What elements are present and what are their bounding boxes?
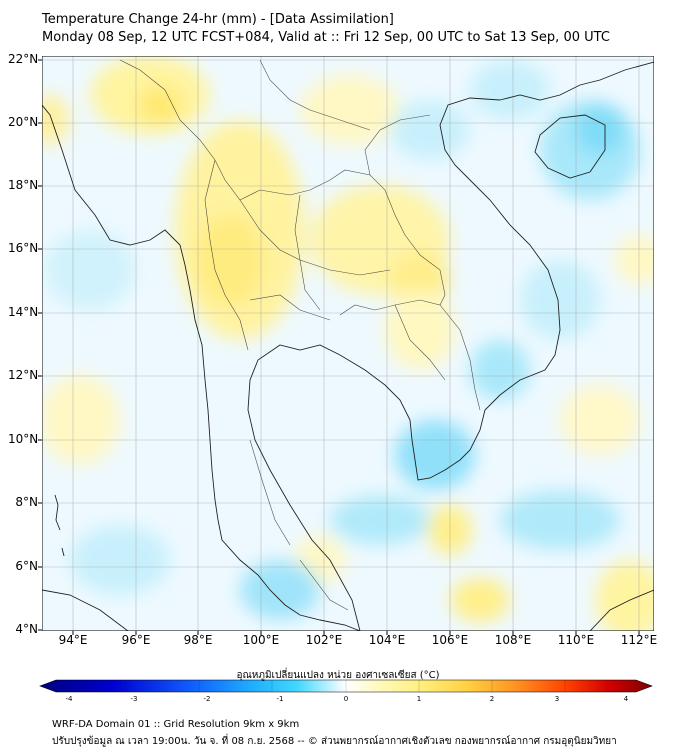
- colorbar-tick: 3: [554, 695, 560, 703]
- lat-label-4: 4°N: [15, 622, 38, 636]
- map-subtitle: Monday 08 Sep, 12 UTC FCST+084, Valid at…: [42, 30, 610, 45]
- colorbar-tick: -3: [130, 695, 138, 703]
- colorbar-tick: 1: [416, 695, 422, 703]
- lat-label-6: 6°N: [15, 559, 38, 573]
- lon-label-104: 104°E: [368, 633, 406, 647]
- lon-label-98: 98°E: [183, 633, 213, 647]
- lat-label-16: 16°N: [8, 241, 39, 255]
- colorbar-tick: 0: [343, 695, 349, 703]
- footer-update-info: ปรับปรุงข้อมูล ณ เวลา 19:00น. วัน จ. ที่…: [52, 736, 617, 747]
- lon-label-108: 108°E: [494, 633, 532, 647]
- lat-label-22: 22°N: [8, 52, 39, 66]
- lat-label-14: 14°N: [8, 305, 39, 319]
- admin-borders: [119, 59, 481, 611]
- lon-label-96: 96°E: [121, 633, 151, 647]
- axis-ticks: [38, 59, 640, 635]
- lon-label-112: 112°E: [620, 633, 658, 647]
- colorbar-label: อุณหภูมิเปลี่ยนแปลง หน่วย องศาเซลเซียส (…: [236, 670, 440, 681]
- coastlines: [42, 61, 654, 631]
- colorbar-tick: 4: [623, 695, 629, 703]
- colorbar-tick: 2: [489, 695, 495, 703]
- map-title: Temperature Change 24-hr (mm) - [Data As…: [42, 12, 394, 27]
- lat-label-8: 8°N: [15, 495, 38, 509]
- lon-label-102: 102°E: [305, 633, 343, 647]
- colorbar: [39, 679, 653, 693]
- temperature-field: [42, 56, 654, 631]
- lon-label-100: 100°E: [242, 633, 280, 647]
- lon-label-94: 94°E: [58, 633, 88, 647]
- lat-label-18: 18°N: [8, 178, 39, 192]
- colorbar-tick: -2: [203, 695, 211, 703]
- colorbar-tick: -1: [276, 695, 284, 703]
- lat-label-10: 10°N: [8, 432, 39, 446]
- graticule: [42, 56, 654, 631]
- colorbar-tick: -4: [65, 695, 73, 703]
- lon-label-110: 110°E: [557, 633, 595, 647]
- lat-label-12: 12°N: [8, 368, 39, 382]
- footer-domain-info: WRF-DA Domain 01 :: Grid Resolution 9km …: [52, 719, 300, 730]
- lat-label-20: 20°N: [8, 115, 39, 129]
- lon-label-106: 106°E: [431, 633, 469, 647]
